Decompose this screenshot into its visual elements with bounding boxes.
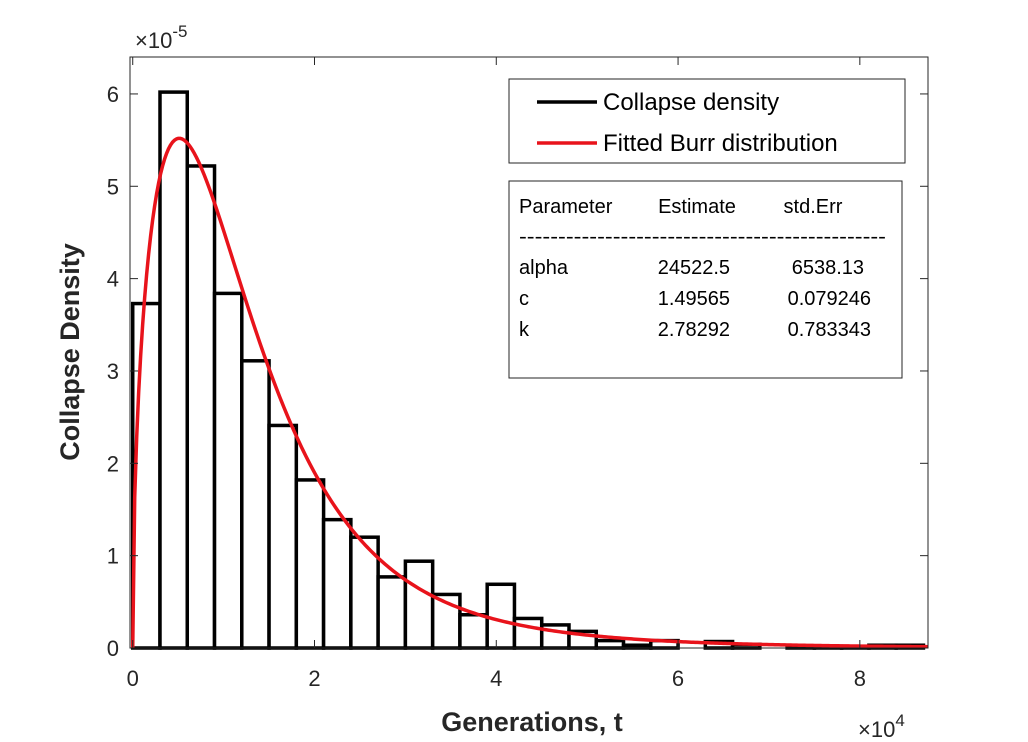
histogram-bar [267,423,299,650]
parameter-table-box [508,180,903,379]
table-row-alpha-stderr: 6538.13 [792,257,864,279]
y-tick-label: 2 [107,451,119,476]
parameter-table: Parameter Estimate std.Err -------------… [508,180,903,379]
histogram-bar [458,613,489,650]
table-row-k-stderr: 0.783343 [788,319,871,341]
y-tick-label: 4 [107,267,119,292]
histogram-bar [212,291,244,650]
table-header-estimate: Estimate [658,196,736,218]
y-tick-label: 5 [107,174,119,199]
histogram-bar [321,517,353,650]
y-tick-label: 3 [107,359,119,384]
histogram-bar [158,90,190,650]
histogram-bar [240,359,271,650]
legend-label-burr-fit: Fitted Burr distribution [603,130,838,157]
x-axis-label: Generations, t [441,707,623,737]
x-tick-label: 0 [127,666,139,691]
table-separator: ----------------------------------------… [519,226,886,248]
x-tick-label: 2 [308,666,320,691]
y-axis-label: Collapse Density [55,243,85,461]
table-row-c-estimate: 1.49565 [658,288,730,310]
histogram-bar [485,582,517,650]
histogram-bar [376,575,408,650]
plot-area-box [129,56,929,649]
legend-label-collapse-density: Collapse density [603,89,779,116]
x-tick-label: 8 [854,666,866,691]
x-axis-exponent: ×104 [858,711,905,742]
histogram-bars [130,90,926,650]
histogram-bar [512,616,544,650]
legend-box [508,78,906,164]
table-header-std-err: std.Err [784,196,843,218]
x-tick-label: 6 [672,666,684,691]
table-header-parameter: Parameter [519,196,613,218]
histogram-bar [130,301,162,650]
table-row-c-stderr: 0.079246 [788,288,871,310]
y-axis-ticks: 0 1 2 3 4 5 6 [107,82,928,661]
table-row-alpha-name: alpha [519,257,569,279]
y-tick-label: 0 [107,636,119,661]
y-axis-exponent: ×10-5 [135,22,187,53]
histogram-bar [403,559,435,650]
table-row-c-name: c [519,288,529,310]
x-tick-label: 4 [490,666,502,691]
burr-fit-line [130,136,929,649]
burr-fit-curve [130,136,929,649]
y-tick-label: 1 [107,544,119,569]
histogram-bar [294,478,326,650]
histogram-bar [594,638,626,650]
legend: Collapse density Fitted Burr distributio… [508,78,906,164]
y-tick-label: 6 [107,82,119,107]
table-row-k-estimate: 2.78292 [658,319,730,341]
table-row-k-name: k [519,319,530,341]
table-row-alpha-estimate: 24522.5 [658,257,730,279]
histogram-bar [185,164,217,650]
x-axis-ticks: 0 2 4 6 8 [127,57,866,691]
